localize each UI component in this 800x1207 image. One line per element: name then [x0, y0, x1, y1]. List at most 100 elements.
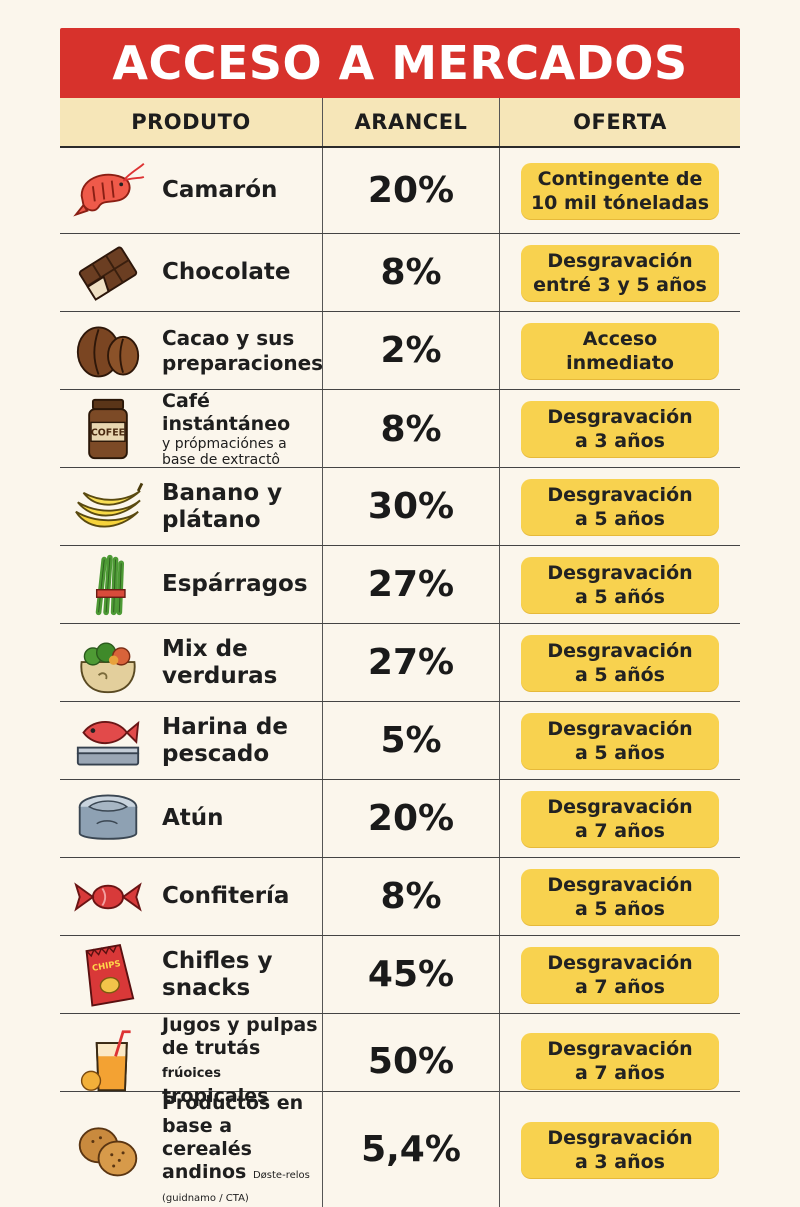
offer-cell: Desgravación a 5 añós — [499, 624, 740, 701]
tariff-cell: 5% — [322, 702, 499, 779]
product-cell: CHIPS Chifles y snacks — [60, 936, 322, 1013]
offer-badge: Desgravación a 5 años — [521, 868, 719, 925]
product-cell: Mix de verduras — [60, 624, 322, 701]
offer-cell: Contingente de 10 mil tóneladas — [499, 148, 740, 233]
offer-badge: Desgravación entré 3 y 5 años — [521, 244, 719, 301]
offer-badge: Desgravación a 5 añós — [521, 556, 719, 613]
offer-cell: Desgravación entré 3 y 5 años — [499, 234, 740, 311]
tariff-cell: 20% — [322, 148, 499, 233]
offer-badge: Desgravación a 7 años — [521, 790, 719, 847]
offer-cell: Desgravación a 5 años — [499, 858, 740, 935]
banana-icon — [64, 471, 152, 543]
product-name: Café instántáneo y própmaciónes a base de … — [162, 390, 291, 468]
cereal-cookies-icon — [64, 1114, 152, 1186]
product-name: Espárragos — [162, 571, 308, 597]
offer-badge: Acceso inmediato — [521, 322, 719, 379]
offer-badge: Desgravación a 5 años — [521, 478, 719, 535]
vegetable-sack-icon — [64, 627, 152, 699]
product-cell: COFEE Café instántáneo y própmaciónes a ba… — [60, 390, 322, 468]
product-name: Productos en base a cerealés andinos Døste… — [162, 1092, 310, 1204]
chips-label: CHIPS — [91, 958, 121, 973]
product-cell: Banano y plátano — [60, 468, 322, 545]
candy-icon — [64, 861, 152, 933]
chocolate-bar-icon — [64, 237, 152, 309]
tariff-cell: 8% — [322, 234, 499, 311]
shrimp-icon — [64, 155, 152, 227]
offer-cell: Acceso inmediato — [499, 312, 740, 389]
tariff-cell: 8% — [322, 390, 499, 468]
header-oferta: OFERTA — [499, 98, 740, 146]
offer-cell: Desgravación a 7 años — [499, 936, 740, 1013]
product-cell: Espárragos — [60, 546, 322, 623]
offer-badge: Desgravación a 5 añós — [521, 634, 719, 691]
market-access-table: PRODUTO ARANCEL OFERTA — [60, 98, 740, 1207]
product-name: Chocolate — [162, 259, 291, 285]
offer-cell: Desgravación a 7 años — [499, 1014, 740, 1108]
table-row: Harina de pescado 5% Desgravación a 5 años — [60, 702, 740, 780]
fish-tray-icon — [64, 705, 152, 777]
offer-badge: Contingente de 10 mil tóneladas — [521, 162, 719, 219]
tariff-cell: 27% — [322, 546, 499, 623]
juice-glass-icon — [64, 1025, 152, 1097]
product-name: Harina de pescado — [162, 713, 288, 767]
tariff-cell: 30% — [322, 468, 499, 545]
header-producto: PRODUTO — [131, 110, 251, 134]
cacao-beans-icon — [64, 315, 152, 387]
offer-badge: Desgravación a 3 años — [521, 401, 719, 457]
table-row: Cacao y sus preparaciones 2% Acceso inmedi… — [60, 312, 740, 390]
product-name: Chifles y snacks — [162, 947, 273, 1001]
offer-cell: Desgravación a 7 años — [499, 780, 740, 857]
offer-cell: Desgravación a 5 añós — [499, 546, 740, 623]
header-arancel: ARANCEL — [322, 98, 499, 146]
tariff-cell: 5,4% — [322, 1092, 499, 1207]
offer-badge: Desgravación a 7 años — [521, 946, 719, 1003]
product-name: Mix de verduras — [162, 635, 278, 689]
offer-cell: Desgravación a 5 años — [499, 468, 740, 545]
product-name: Banano y plátano — [162, 479, 283, 533]
table-row: Jugos y pulpas de trutás frúoices tropical… — [60, 1014, 740, 1108]
tariff-cell: 20% — [322, 780, 499, 857]
table-row: CHIPS Chifles y snacks 45% Desgravación a … — [60, 936, 740, 1014]
product-cell: Jugos y pulpas de trutás frúoices tropical… — [60, 1014, 322, 1108]
page: ACCESO A MERCADOS PRODUTO ARANCEL OFERTA — [60, 28, 740, 1207]
offer-badge: Desgravación a 7 años — [521, 1033, 719, 1089]
product-cell: Productos en base a cerealés andinos Døste… — [60, 1092, 322, 1207]
table-row: Confitería 8% Desgravación a 5 años — [60, 858, 740, 936]
table-row: Chocolate 8% Desgravación entré 3 y 5 año… — [60, 234, 740, 312]
product-cell: Chocolate — [60, 234, 322, 311]
tariff-cell: 45% — [322, 936, 499, 1013]
tariff-cell: 27% — [322, 624, 499, 701]
tariff-cell: 8% — [322, 858, 499, 935]
offer-badge: Desgravación a 5 años — [521, 712, 719, 769]
chips-bag-icon: CHIPS — [64, 939, 152, 1011]
page-title: ACCESO A MERCADOS — [60, 28, 740, 98]
product-cell: Cacao y sus preparaciones — [60, 312, 324, 389]
table-row: Productos en base a cerealés andinos Døste… — [60, 1092, 740, 1207]
table-row: COFEE Café instántáneo y própmaciónes a ba… — [60, 390, 740, 468]
product-cell: Atún — [60, 780, 322, 857]
offer-cell: Desgravación a 3 años — [499, 1092, 740, 1207]
offer-cell: Desgravación a 5 años — [499, 702, 740, 779]
product-cell: Camarón — [60, 148, 322, 233]
product-name: Cacao y sus preparaciones — [162, 325, 324, 375]
asparagus-icon — [64, 549, 152, 621]
product-cell: Confitería — [60, 858, 322, 935]
jar-label: COFEE — [91, 428, 125, 439]
tuna-can-icon — [64, 783, 152, 855]
table-header: PRODUTO ARANCEL OFERTA — [60, 98, 740, 148]
tariff-cell: 2% — [322, 312, 499, 389]
table-row: Espárragos 27% Desgravación a 5 añós — [60, 546, 740, 624]
product-name: Jugos y pulpas de trutás frúoices tropical… — [162, 1014, 318, 1107]
offer-badge: Desgravación a 3 años — [521, 1121, 719, 1178]
table-body: Camarón 20% Contingente de 10 mil tónelad… — [60, 148, 740, 1207]
product-name: Confitería — [162, 883, 290, 909]
table-row: Mix de verduras 27% Desgravación a 5 añós — [60, 624, 740, 702]
product-cell: Harina de pescado — [60, 702, 322, 779]
product-name: Atún — [162, 805, 224, 831]
table-row: Banano y plátano 30% Desgravación a 5 años — [60, 468, 740, 546]
coffee-jar-icon: COFEE — [64, 393, 152, 465]
table-row: Atún 20% Desgravación a 7 años — [60, 780, 740, 858]
offer-cell: Desgravación a 3 años — [499, 390, 740, 468]
table-row: Camarón 20% Contingente de 10 mil tónelad… — [60, 148, 740, 234]
tariff-cell: 50% — [322, 1014, 499, 1108]
